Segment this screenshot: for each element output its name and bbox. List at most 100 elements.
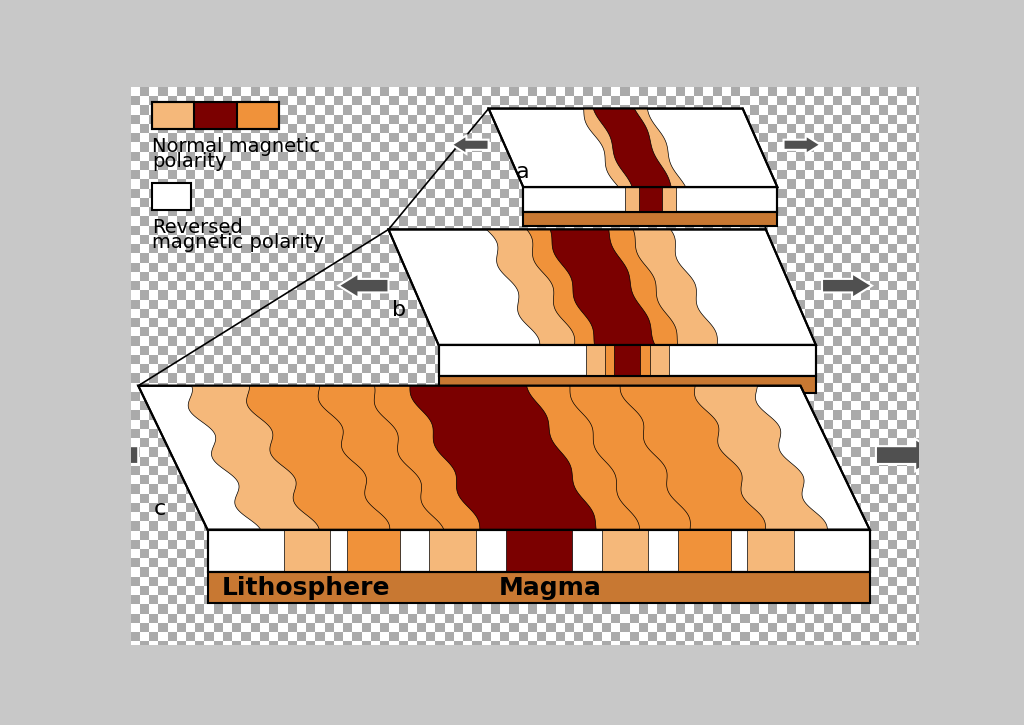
Bar bbox=[435, 512, 444, 521]
Bar bbox=[463, 475, 472, 484]
Bar bbox=[214, 253, 223, 262]
Bar bbox=[869, 576, 879, 586]
Bar bbox=[426, 373, 435, 383]
Bar bbox=[214, 336, 223, 346]
Bar bbox=[269, 521, 279, 531]
Bar bbox=[565, 568, 574, 576]
Bar bbox=[657, 401, 667, 410]
Bar bbox=[140, 438, 150, 447]
Bar bbox=[777, 447, 786, 457]
Bar bbox=[528, 207, 538, 216]
Bar bbox=[186, 355, 196, 364]
Bar bbox=[140, 327, 150, 336]
Bar bbox=[547, 642, 556, 650]
Bar bbox=[371, 494, 380, 503]
Bar bbox=[860, 539, 869, 549]
Bar bbox=[694, 142, 703, 152]
Bar bbox=[398, 438, 408, 447]
Bar bbox=[490, 142, 500, 152]
Bar bbox=[159, 309, 168, 318]
Bar bbox=[584, 87, 593, 96]
Bar bbox=[556, 595, 565, 605]
Bar bbox=[352, 188, 361, 198]
Bar bbox=[398, 429, 408, 438]
Bar bbox=[860, 457, 869, 466]
Bar bbox=[879, 494, 888, 503]
Bar bbox=[306, 262, 315, 272]
Bar bbox=[472, 336, 481, 346]
Bar bbox=[602, 595, 611, 605]
Bar bbox=[547, 290, 556, 299]
Bar bbox=[805, 188, 814, 198]
Bar bbox=[768, 392, 777, 401]
Bar bbox=[639, 244, 648, 253]
Bar bbox=[389, 475, 398, 484]
Bar bbox=[556, 410, 565, 420]
Bar bbox=[731, 364, 740, 373]
Bar bbox=[214, 383, 223, 392]
Bar bbox=[159, 96, 168, 105]
Bar bbox=[131, 383, 140, 392]
Bar bbox=[584, 207, 593, 216]
Bar bbox=[481, 558, 490, 568]
Bar bbox=[694, 457, 703, 466]
Bar bbox=[648, 262, 657, 272]
Bar bbox=[676, 327, 685, 336]
Bar bbox=[703, 188, 713, 198]
Bar bbox=[860, 272, 869, 281]
Bar bbox=[214, 438, 223, 447]
Bar bbox=[888, 521, 897, 531]
Bar bbox=[500, 521, 509, 531]
Bar bbox=[703, 87, 713, 96]
Bar bbox=[223, 133, 232, 142]
Bar bbox=[168, 429, 177, 438]
Bar bbox=[593, 327, 602, 336]
Bar bbox=[251, 632, 260, 642]
Bar bbox=[574, 346, 584, 355]
Bar bbox=[860, 642, 869, 650]
Bar bbox=[842, 327, 851, 336]
Bar bbox=[426, 281, 435, 290]
Bar bbox=[481, 346, 490, 355]
Bar bbox=[814, 244, 823, 253]
Bar bbox=[860, 179, 869, 188]
Bar bbox=[408, 170, 417, 179]
Bar bbox=[454, 420, 463, 429]
Bar bbox=[565, 438, 574, 447]
Bar bbox=[251, 87, 260, 96]
Bar bbox=[722, 494, 731, 503]
Bar bbox=[214, 429, 223, 438]
Bar bbox=[869, 466, 879, 475]
Bar bbox=[915, 558, 926, 568]
Bar bbox=[380, 318, 389, 327]
Bar bbox=[676, 429, 685, 438]
Bar bbox=[297, 484, 306, 494]
Bar bbox=[869, 475, 879, 484]
Bar bbox=[584, 235, 593, 244]
Bar bbox=[260, 494, 269, 503]
Bar bbox=[177, 152, 186, 161]
Bar bbox=[509, 105, 518, 115]
Bar bbox=[713, 420, 722, 429]
Bar bbox=[500, 115, 509, 124]
Bar bbox=[768, 281, 777, 290]
Bar bbox=[444, 531, 454, 539]
Bar bbox=[860, 161, 869, 170]
Bar bbox=[814, 605, 823, 613]
Bar bbox=[325, 392, 334, 401]
Bar bbox=[223, 142, 232, 152]
Bar bbox=[251, 401, 260, 410]
Bar bbox=[242, 262, 251, 272]
Bar bbox=[251, 170, 260, 179]
Bar bbox=[426, 642, 435, 650]
Bar bbox=[361, 503, 371, 512]
Bar bbox=[232, 262, 242, 272]
Bar bbox=[306, 216, 315, 225]
Bar bbox=[906, 188, 915, 198]
Bar bbox=[593, 392, 602, 401]
Bar bbox=[814, 632, 823, 642]
Bar bbox=[667, 244, 676, 253]
Bar bbox=[352, 105, 361, 115]
Bar bbox=[260, 142, 269, 152]
Bar bbox=[343, 576, 352, 586]
